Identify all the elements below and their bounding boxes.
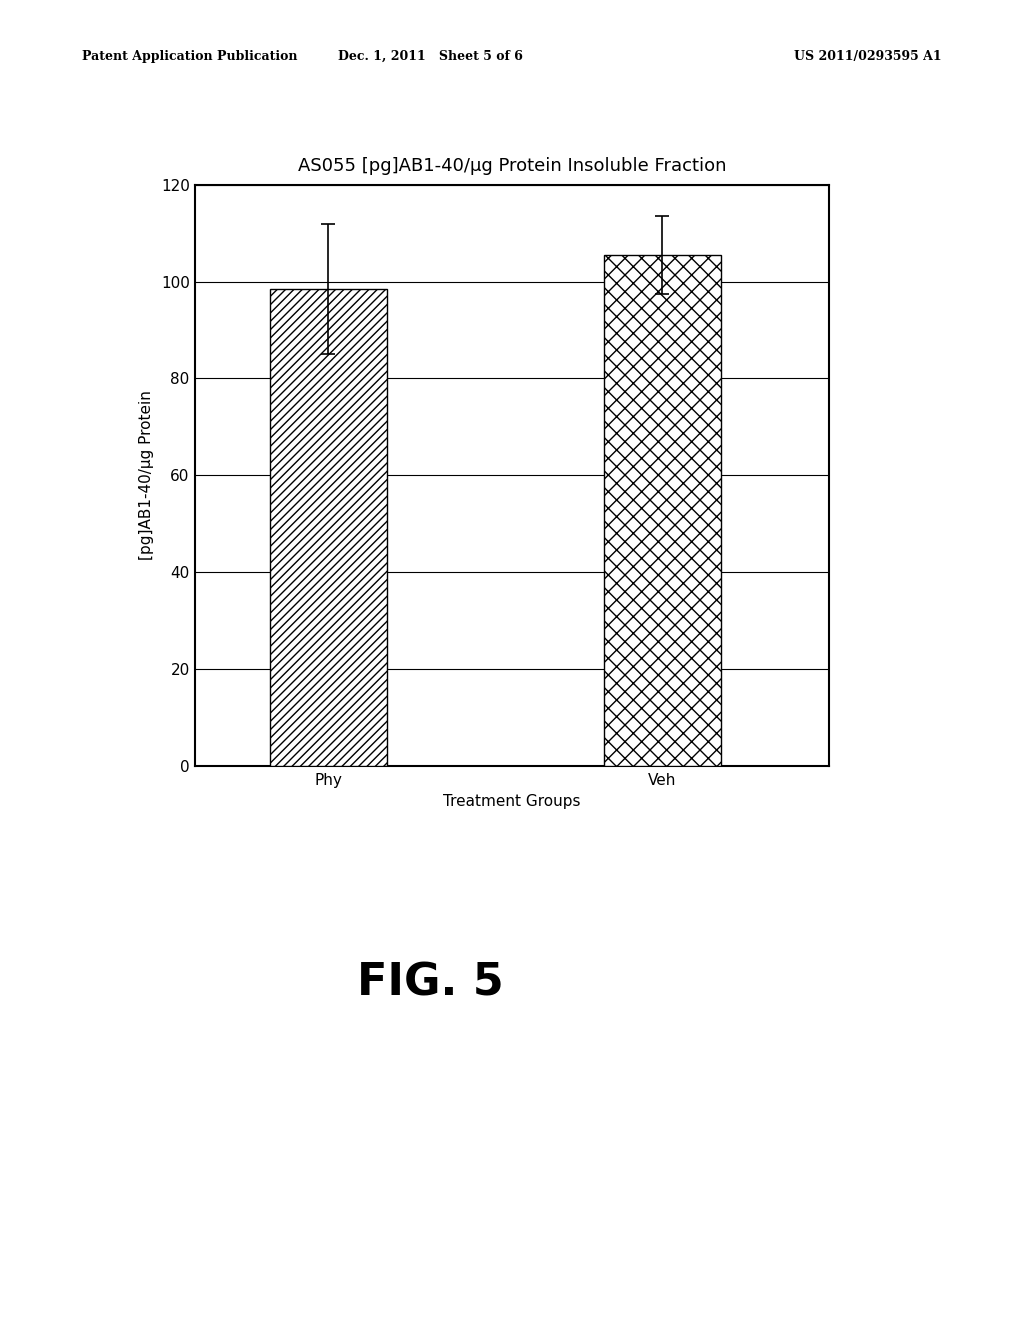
Text: Dec. 1, 2011   Sheet 5 of 6: Dec. 1, 2011 Sheet 5 of 6 (338, 50, 522, 63)
Bar (604, 255, 721, 766)
Title: AS055 [pg]AB1-40/μg Protein Insoluble Fraction: AS055 [pg]AB1-40/μg Protein Insoluble Fr… (298, 157, 726, 176)
Text: US 2011/0293595 A1: US 2011/0293595 A1 (795, 50, 942, 63)
Bar (269, 289, 387, 766)
Y-axis label: [pg]AB1-40/μg Protein: [pg]AB1-40/μg Protein (139, 391, 154, 560)
Text: FIG. 5: FIG. 5 (356, 962, 504, 1005)
Text: Patent Application Publication: Patent Application Publication (82, 50, 297, 63)
X-axis label: Treatment Groups: Treatment Groups (443, 795, 581, 809)
